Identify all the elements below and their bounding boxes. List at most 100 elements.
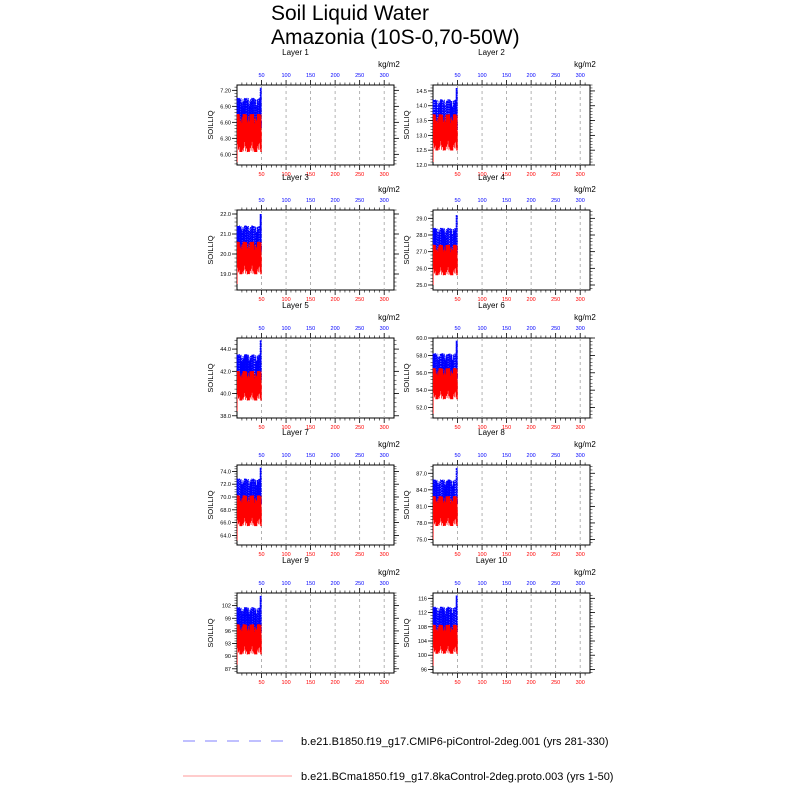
y-tick-label: 90 xyxy=(225,654,231,660)
y-axis-label: SOILLIQ xyxy=(206,235,215,264)
y-tick-label: 27.0 xyxy=(416,250,427,256)
x-tick-label-top: 100 xyxy=(477,581,486,587)
y-axis-label: SOILLIQ xyxy=(402,363,411,392)
y-tick-label: 38.0 xyxy=(220,414,231,420)
y-tick-label: 13.5 xyxy=(416,119,427,125)
y-tick-label: 20.0 xyxy=(220,252,231,258)
x-tick-label-top: 250 xyxy=(355,326,364,332)
x-tick-label-top: 300 xyxy=(380,326,389,332)
x-tick-label-top: 250 xyxy=(355,73,364,79)
x-tick-label-bottom: 300 xyxy=(576,552,585,558)
x-tick-label-bottom: 50 xyxy=(258,425,264,431)
y-tick-label: 96 xyxy=(225,629,231,635)
x-tick-label-top: 250 xyxy=(355,453,364,459)
x-tick-label-top: 300 xyxy=(576,73,585,79)
x-tick-label-top: 150 xyxy=(502,198,511,204)
x-tick-label-top: 200 xyxy=(331,581,340,587)
panel-title: Layer 7 xyxy=(282,428,309,437)
x-tick-label-top: 150 xyxy=(502,73,511,79)
x-tick-label-bottom: 300 xyxy=(576,425,585,431)
x-tick-label-top: 300 xyxy=(380,198,389,204)
y-tick-label: 40.0 xyxy=(220,392,231,398)
x-tick-label-bottom: 150 xyxy=(502,425,511,431)
x-tick-label-bottom: 50 xyxy=(454,680,460,686)
panel-title: Layer 9 xyxy=(282,556,309,565)
units-label: kg/m2 xyxy=(378,185,400,194)
series-8kacontrol-line xyxy=(432,624,458,666)
units-label: kg/m2 xyxy=(574,568,596,577)
panel-layer-5: Layer 5 kg/m2 50 50 100 100 150 150 200 200 250 250… xyxy=(206,301,400,431)
x-tick-label-bottom: 150 xyxy=(502,297,511,303)
x-tick-label-top: 200 xyxy=(527,198,536,204)
x-tick-label-bottom: 50 xyxy=(454,425,460,431)
x-tick-label-bottom: 200 xyxy=(527,172,536,178)
y-axis-label: SOILLIQ xyxy=(402,235,411,264)
y-tick-label: 14.5 xyxy=(416,89,427,95)
units-label: kg/m2 xyxy=(378,60,400,69)
x-tick-label-bottom: 150 xyxy=(306,425,315,431)
y-tick-label: 6.90 xyxy=(220,104,231,110)
x-tick-label-top: 200 xyxy=(527,453,536,459)
x-tick-label-top: 300 xyxy=(576,198,585,204)
y-axis-label: SOILLIQ xyxy=(206,110,215,139)
panel-title: Layer 3 xyxy=(282,173,309,182)
y-tick-label: 70.0 xyxy=(220,495,231,501)
x-tick-label-top: 200 xyxy=(331,453,340,459)
x-tick-label-bottom: 250 xyxy=(355,297,364,303)
y-axis-label: SOILLIQ xyxy=(402,618,411,647)
panel-layer-4: Layer 4 kg/m2 50 50 100 100 150 150 200 200 250 250… xyxy=(402,173,596,303)
panel-layer-9: Layer 9 kg/m2 50 50 100 100 150 150 200 200 250 250… xyxy=(206,556,400,686)
legend: b.e21.B1850.f19_g17.CMIP6-piControl-2deg… xyxy=(183,736,613,783)
series-8kacontrol-line xyxy=(236,624,262,665)
x-tick-label-bottom: 100 xyxy=(477,297,486,303)
y-tick-label: 14.0 xyxy=(416,104,427,110)
panel-grid: Layer 1 kg/m2 50 50 100 100 150 150 200 200 250 250… xyxy=(206,48,596,686)
y-tick-label: 116 xyxy=(418,596,427,602)
y-tick-label: 87 xyxy=(225,667,231,673)
x-tick-label-bottom: 50 xyxy=(258,680,264,686)
x-tick-label-bottom: 300 xyxy=(576,172,585,178)
y-tick-label: 19.0 xyxy=(220,272,231,278)
series-8kacontrol-line xyxy=(236,371,262,412)
x-tick-label-bottom: 200 xyxy=(331,172,340,178)
y-axis-label: SOILLIQ xyxy=(402,490,411,519)
x-tick-label-bottom: 150 xyxy=(306,172,315,178)
y-tick-label: 29.0 xyxy=(416,216,427,222)
figure-title-line1: Soil Liquid Water xyxy=(271,2,429,25)
x-tick-label-top: 50 xyxy=(258,198,264,204)
x-tick-label-bottom: 250 xyxy=(551,425,560,431)
x-tick-label-top: 250 xyxy=(551,453,560,459)
panel-layer-8: Layer 8 kg/m2 50 50 100 100 150 150 200 200 250 250… xyxy=(402,428,596,558)
units-label: kg/m2 xyxy=(574,313,596,322)
y-tick-label: 13.0 xyxy=(416,133,427,139)
x-tick-label-top: 100 xyxy=(281,326,290,332)
panel-title: Layer 1 xyxy=(282,48,309,57)
x-tick-label-top: 50 xyxy=(258,73,264,79)
x-tick-label-top: 50 xyxy=(454,453,460,459)
x-tick-label-bottom: 300 xyxy=(380,680,389,686)
x-tick-label-bottom: 100 xyxy=(281,552,290,558)
x-tick-label-top: 50 xyxy=(454,326,460,332)
units-label: kg/m2 xyxy=(378,440,400,449)
x-tick-label-top: 250 xyxy=(551,326,560,332)
x-tick-label-bottom: 200 xyxy=(527,680,536,686)
units-label: kg/m2 xyxy=(574,60,596,69)
y-tick-label: 84.0 xyxy=(416,488,427,494)
y-tick-label: 22.0 xyxy=(220,212,231,218)
x-tick-label-bottom: 150 xyxy=(502,552,511,558)
y-tick-label: 52.0 xyxy=(416,406,427,412)
y-tick-label: 68.0 xyxy=(220,508,231,514)
y-tick-label: 99 xyxy=(225,616,231,622)
x-tick-label-top: 150 xyxy=(306,453,315,459)
y-tick-label: 75.0 xyxy=(416,537,427,543)
x-tick-label-top: 300 xyxy=(380,581,389,587)
y-tick-label: 26.0 xyxy=(416,266,427,272)
x-tick-label-top: 50 xyxy=(454,581,460,587)
x-tick-label-bottom: 300 xyxy=(576,297,585,303)
x-tick-label-top: 100 xyxy=(477,453,486,459)
x-tick-label-bottom: 200 xyxy=(527,552,536,558)
x-tick-label-bottom: 100 xyxy=(281,297,290,303)
x-tick-label-top: 50 xyxy=(258,326,264,332)
x-tick-label-bottom: 100 xyxy=(281,680,290,686)
x-tick-label-top: 200 xyxy=(331,73,340,79)
